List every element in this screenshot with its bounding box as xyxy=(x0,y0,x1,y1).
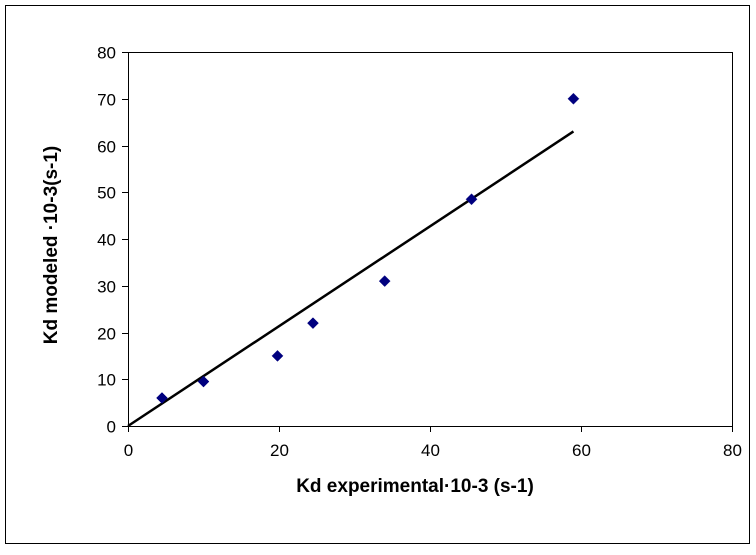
y-axis-ticks: 0 10 20 30 40 50 60 70 80 xyxy=(97,44,128,437)
y-tick-label: 30 xyxy=(97,278,116,297)
x-tick-label: 20 xyxy=(270,441,289,460)
x-axis-ticks: 0 20 40 60 80 xyxy=(124,426,742,460)
y-tick-label: 80 xyxy=(97,44,116,63)
data-point xyxy=(378,275,391,287)
data-point xyxy=(307,317,319,330)
y-tick-label: 70 xyxy=(97,91,116,110)
data-point xyxy=(156,392,168,404)
x-tick-label: 0 xyxy=(124,441,133,460)
y-tick-label: 20 xyxy=(97,325,116,344)
x-tick-label: 40 xyxy=(421,441,440,460)
data-point xyxy=(197,375,210,388)
y-tick-label: 40 xyxy=(97,231,116,250)
data-point xyxy=(567,92,580,105)
chart-outer-border xyxy=(5,5,750,544)
x-axis-title: Kd experimental·10-3 (s-1) xyxy=(296,476,534,497)
y-tick-label: 0 xyxy=(107,418,116,437)
data-point xyxy=(465,193,478,206)
data-point xyxy=(271,350,284,362)
y-tick-label: 60 xyxy=(97,138,116,157)
y-tick-label: 50 xyxy=(97,184,116,203)
x-tick-label: 60 xyxy=(572,441,591,460)
series-layer xyxy=(127,92,580,428)
y-tick-label: 10 xyxy=(97,371,116,390)
x-tick-label: 80 xyxy=(723,441,742,460)
y-axis-title: Kd modeled ·10-3(s-1) xyxy=(41,146,62,344)
trend-line xyxy=(127,130,575,428)
